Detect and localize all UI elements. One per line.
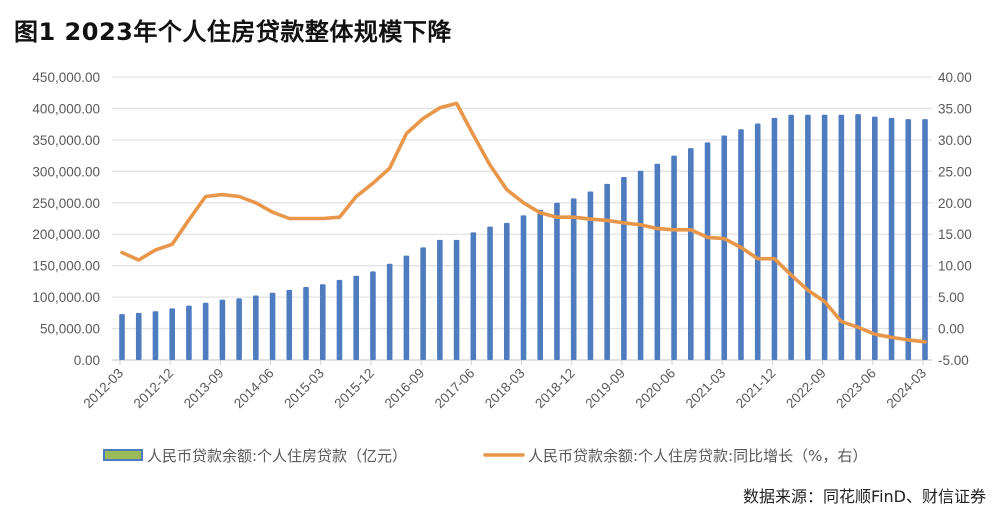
growth-rate-line	[120, 101, 927, 344]
bar	[922, 119, 928, 360]
bar	[821, 114, 828, 360]
data-source: 数据来源：同花顺FinD、财信证券	[743, 487, 986, 506]
y-right-tick-label: 25.00	[938, 164, 972, 179]
bar	[437, 239, 443, 360]
bar	[135, 312, 142, 360]
bar	[905, 119, 912, 360]
bar	[453, 239, 460, 360]
bar	[336, 279, 343, 360]
bar	[855, 114, 861, 360]
x-tick-label: 2015-12	[331, 366, 377, 412]
chart-title: 图1 2023年个人住房贷款整体规模下降	[14, 18, 452, 46]
bar	[654, 163, 661, 360]
bar	[805, 114, 811, 360]
bar	[771, 117, 778, 360]
bar	[420, 247, 426, 360]
y-left-tick-label: 400,000.00	[32, 101, 100, 116]
bar	[236, 298, 242, 360]
y-right-tick-label: 35.00	[938, 101, 972, 116]
y-left-tick-label: 200,000.00	[32, 227, 100, 242]
bar	[637, 170, 644, 360]
bar	[604, 183, 610, 360]
x-tick-label: 2023-06	[833, 366, 879, 412]
bar	[738, 129, 744, 360]
bar	[353, 275, 360, 360]
x-tick-label: 2021-12	[733, 366, 779, 412]
y-left-tick-label: 100,000.00	[32, 290, 100, 305]
bar	[704, 142, 711, 360]
bar	[671, 155, 677, 360]
x-tick-label: 2022-09	[783, 366, 829, 412]
bar	[470, 232, 477, 360]
bar	[872, 116, 878, 361]
bar	[721, 135, 728, 360]
bar	[788, 114, 794, 360]
legend-bar-label: 人民币贷款余额:个人住房贷款（亿元）	[147, 447, 407, 465]
y-right-tick-label: 30.00	[938, 133, 972, 148]
bar	[503, 222, 510, 360]
y-left-tick-label: 350,000.00	[32, 133, 100, 148]
y-right-tick-label: 5.00	[938, 290, 964, 305]
y-right-tick-label: 15.00	[938, 227, 972, 242]
x-tick-label: 2016-09	[382, 366, 428, 412]
bar	[169, 308, 175, 360]
bar	[754, 123, 761, 360]
bar	[152, 311, 159, 360]
x-tick-label: 2020-06	[633, 366, 679, 412]
bar	[403, 255, 410, 360]
x-tick-label: 2015-03	[281, 366, 327, 412]
y-left-tick-label: 0.00	[74, 353, 100, 368]
bar	[520, 215, 527, 360]
bar	[219, 299, 226, 360]
bar	[186, 305, 192, 360]
bar	[286, 289, 293, 360]
x-tick-label: 2019-09	[582, 366, 628, 412]
y-right-tick-label: 10.00	[938, 259, 972, 274]
x-tick-label: 2012-12	[131, 366, 177, 412]
bar	[119, 314, 125, 360]
x-tick-label: 2024-03	[883, 366, 929, 412]
y-right-tick-label: 0.00	[938, 322, 964, 337]
legend-bar-swatch	[103, 449, 143, 461]
y-left-tick-label: 50,000.00	[40, 322, 100, 337]
bar	[587, 191, 594, 360]
x-tick-label: 2018-12	[532, 366, 578, 412]
x-tick-label: 2017-06	[432, 366, 478, 412]
y-left-tick-label: 450,000.00	[32, 70, 100, 85]
x-tick-label: 2021-03	[683, 366, 729, 412]
bar	[570, 198, 577, 360]
bar	[687, 148, 694, 360]
x-tick-label: 2012-03	[80, 366, 126, 412]
x-tick-label: 2013-09	[181, 366, 227, 412]
bar	[269, 292, 276, 360]
y-right-tick-label: -5.00	[938, 353, 969, 368]
bar	[838, 114, 845, 360]
bar	[621, 176, 627, 360]
bar	[386, 263, 393, 360]
bar	[554, 202, 560, 360]
y-left-tick-label: 300,000.00	[32, 164, 100, 179]
legend-line-label: 人民币贷款余额:个人住房贷款:同比增长（%，右）	[528, 447, 867, 465]
y-right-tick-label: 40.00	[938, 70, 972, 85]
bar	[537, 209, 544, 360]
bar	[253, 295, 259, 360]
y-left-tick-label: 150,000.00	[32, 259, 100, 274]
bar	[202, 302, 209, 360]
bar	[487, 226, 493, 360]
y-right-tick-label: 20.00	[938, 196, 972, 211]
x-tick-label: 2014-06	[231, 366, 277, 412]
bar	[888, 117, 895, 360]
x-tick-label: 2018-03	[482, 366, 528, 412]
bar	[303, 287, 309, 360]
bar	[319, 284, 326, 360]
y-left-tick-label: 250,000.00	[32, 196, 100, 211]
bar	[370, 271, 376, 360]
